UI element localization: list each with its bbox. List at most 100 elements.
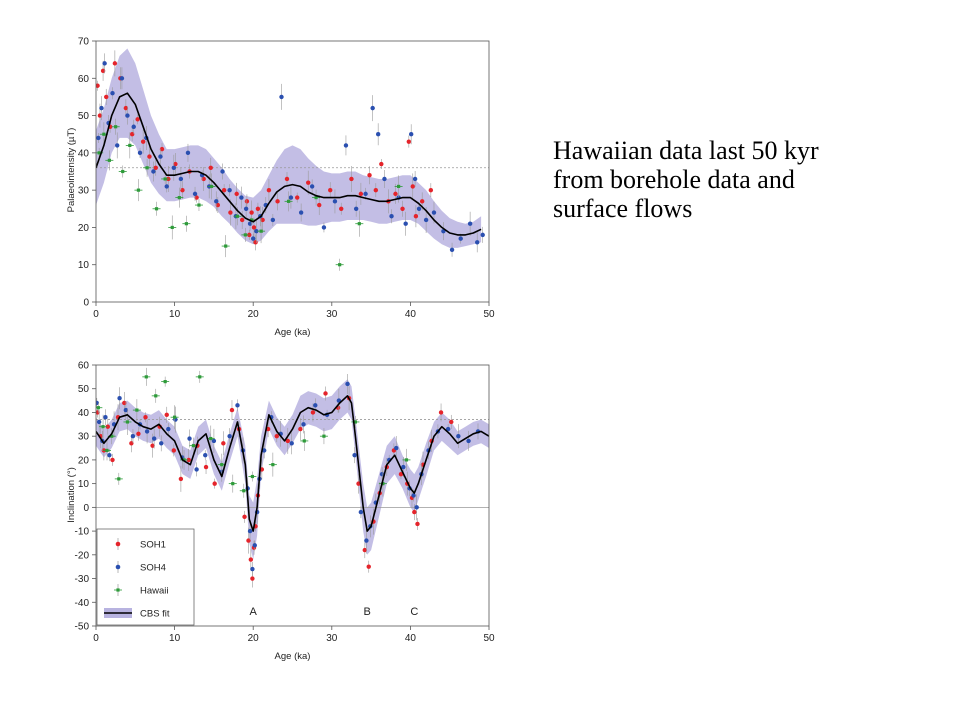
y-tick-label: 50 [78,384,90,395]
soh4-point [227,433,232,439]
soh4-point [332,199,338,204]
event-label: B [363,606,370,618]
soh4-point [103,415,108,420]
soh1-point [328,187,333,193]
hawaii-point [121,169,125,174]
soh4-point [288,195,294,200]
confidence-band [96,379,489,560]
hawaii-point [170,225,174,230]
soh1-point [212,481,217,486]
x-tick-label: 30 [326,633,338,644]
soh1-point [246,538,251,543]
soh1-point [362,547,368,553]
soh1-point [310,410,316,415]
hawaii-point [243,233,247,237]
soh1-point [412,509,417,515]
y-tick-label: 30 [78,186,90,197]
soh1-point [221,187,227,193]
soh4-point [107,452,112,458]
x-tick-label: 20 [248,633,260,644]
soh1-point [123,105,129,111]
legend-hawaii-swatch [116,588,120,592]
soh4-point [247,528,253,534]
y-tick-label: 40 [78,408,90,419]
hawaii-point [114,125,118,129]
soh1-point [266,187,272,193]
hawaii-point [177,196,181,200]
soh4-point [389,214,394,219]
hawaii-point [250,474,255,479]
soh4-point [115,143,120,148]
hawaii-point [198,375,202,379]
soh1-point [201,176,206,182]
soh1-point [250,576,255,581]
soh1-point [400,206,405,211]
x-tick-label: 40 [405,633,417,644]
soh4-point [137,150,143,156]
soh1-point [260,217,265,223]
soh1-point [393,191,398,197]
soh1-point [97,113,103,118]
soh4-point [353,206,359,211]
hawaii-point [397,184,401,189]
soh1-point [398,471,404,477]
soh1-point [419,199,425,204]
legend-label: CBS fit [140,609,170,620]
legend-label: SOH4 [140,563,166,574]
soh1-point [112,61,118,66]
soh4-point [309,184,315,189]
soh1-point [415,521,420,527]
y-tick-label: 70 [78,37,90,48]
soh4-point [247,221,253,226]
soh4-point [110,91,115,96]
soh1-point [159,146,165,152]
hawaii-point [101,425,105,429]
caption-line: Hawaiian data last 50 kyr [553,136,819,165]
soh4-point [475,240,480,245]
soh1-point [248,557,254,562]
x-tick-label: 20 [248,309,260,320]
soh4-point [194,467,199,472]
soh4-point [301,422,306,427]
soh4-point [144,429,150,434]
soh1-point [253,240,258,245]
x-tick-label: 10 [169,633,181,644]
y-tick-label: 10 [78,479,90,490]
hawaii-point [184,222,188,226]
hawaii-point [322,434,326,438]
hawaii-point [353,420,357,424]
soh4-point [408,132,414,137]
hawaii-point [102,132,106,136]
soh4-point [289,441,294,446]
soh1-point [96,83,100,88]
soh4-point [411,493,416,498]
soh1-point [410,184,415,189]
soh1-point [306,180,311,185]
soh4-point [96,135,101,141]
hawaii-point [163,177,167,181]
soh4-point [345,381,350,387]
soh1-point [203,464,209,470]
inclination-chart: 0 10 20 30 40 50 -50 -40 -30 -20 -10 0 10 20 30 40 50 60 A… [66,361,495,663]
x-tick-label: 50 [483,633,495,644]
legend-soh1-swatch [115,541,121,547]
soh1-point [298,426,303,432]
soh4-point [171,165,177,170]
soh4-point [298,210,304,215]
soh4-point [262,448,267,453]
soh4-point [412,176,418,182]
caption-line: surface flows [553,194,693,223]
soh1-point [153,165,158,170]
soh4-point [178,176,184,182]
y-tick-label: 30 [78,432,90,443]
soh1-point [379,161,384,167]
soh1-point [215,202,221,208]
soh4-point [211,438,217,444]
x-tick-label: 50 [483,309,495,320]
soh1-point [135,117,140,122]
soh1-point [323,391,328,396]
y-tick-label: 40 [78,148,90,159]
soh4-point [343,143,349,148]
plot-area [96,367,489,588]
